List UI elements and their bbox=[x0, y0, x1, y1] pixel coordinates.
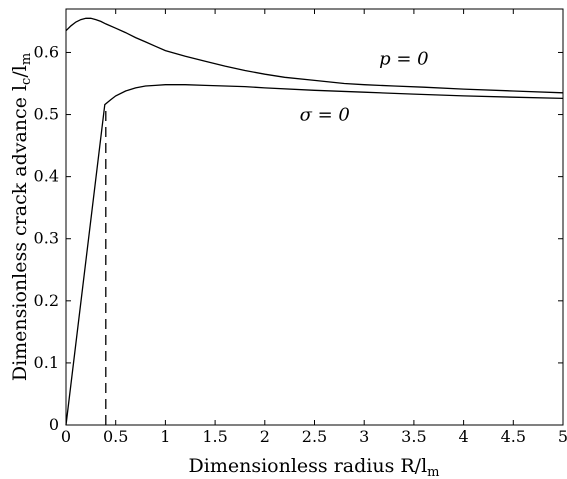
x-tick-label: 3.5 bbox=[401, 427, 426, 446]
y-axis-label: Dimensionless crack advance lc/lm bbox=[9, 53, 34, 381]
x-tick-label: 4 bbox=[459, 427, 469, 446]
y-tick-label: 0.4 bbox=[34, 167, 59, 186]
x-tick-label: 0.5 bbox=[103, 427, 128, 446]
y-tick-label: 0.2 bbox=[34, 291, 59, 310]
x-tick-label: 5 bbox=[558, 427, 567, 446]
axis-ticks: 0 0.5 1 1.5 2 2.5 3 3.5 4 4.5 5 0 0.1 0.2 0.3 0.4 0.5 0.6 bbox=[34, 9, 567, 446]
series-annotation: p = 0 bbox=[379, 49, 429, 70]
y-tick-label: 0.5 bbox=[34, 105, 59, 124]
x-tick-label: 1.5 bbox=[202, 427, 227, 446]
x-tick-label: 1 bbox=[160, 427, 170, 446]
series-annotation: σ = 0 bbox=[300, 105, 350, 126]
x-tick-label: 0 bbox=[61, 427, 71, 446]
x-tick-label: 2 bbox=[260, 427, 270, 446]
series-line-1 bbox=[65, 17, 564, 94]
y-tick-label: 0 bbox=[49, 415, 59, 434]
series-line-2 bbox=[65, 84, 564, 426]
x-axis-label: Dimensionless radius R/lm bbox=[189, 455, 440, 479]
plot-frame bbox=[65, 8, 564, 426]
series-lines bbox=[65, 17, 564, 426]
annotations: p = 0 σ = 0 bbox=[300, 49, 429, 126]
x-tick-label: 2.5 bbox=[302, 427, 327, 446]
y-tick-label: 0.1 bbox=[34, 353, 59, 372]
y-tick-label: 0.6 bbox=[34, 42, 59, 61]
y-tick-label: 0.3 bbox=[34, 229, 59, 248]
x-tick-label: 4.5 bbox=[501, 427, 526, 446]
x-tick-label: 3 bbox=[359, 427, 369, 446]
